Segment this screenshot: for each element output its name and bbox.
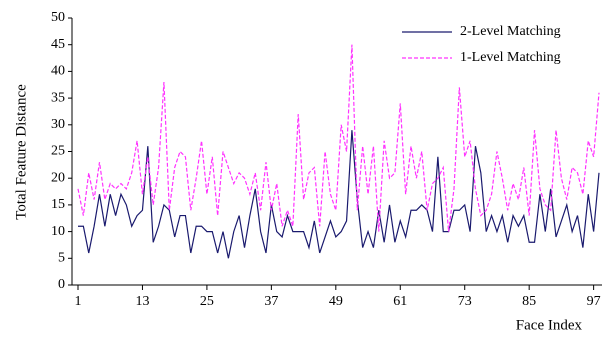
x-axis-label: Face Index: [516, 317, 583, 333]
y-tick-label: 5: [58, 251, 65, 266]
y-tick-label: 25: [51, 144, 65, 159]
series-line: [78, 130, 600, 259]
x-tick-label: 85: [522, 294, 536, 309]
x-tick-label: 97: [587, 294, 601, 309]
y-tick-label: 35: [51, 90, 65, 105]
y-axis-label: Total Feature Distance: [13, 84, 29, 220]
y-tick-label: 30: [51, 117, 65, 132]
y-tick-label: 50: [51, 10, 65, 25]
series-line: [77, 44, 600, 232]
x-tick-label: 13: [135, 294, 149, 309]
y-tick-label: 20: [51, 170, 65, 185]
y-tick-label: 0: [58, 277, 65, 292]
x-tick-label: 73: [458, 294, 472, 309]
y-tick-label: 15: [51, 197, 65, 212]
x-tick-label: 25: [200, 294, 214, 309]
x-tick-label: 61: [393, 294, 407, 309]
legend-label: 2-Level Matching: [460, 24, 561, 39]
x-tick-label: 1: [75, 294, 82, 309]
y-tick-label: 45: [51, 37, 65, 52]
x-tick-label: 49: [329, 294, 343, 309]
y-tick-label: 40: [51, 64, 65, 79]
x-tick-label: 37: [264, 294, 278, 309]
legend-label: 1-Level Matching: [460, 50, 561, 65]
y-tick-label: 10: [51, 224, 65, 239]
